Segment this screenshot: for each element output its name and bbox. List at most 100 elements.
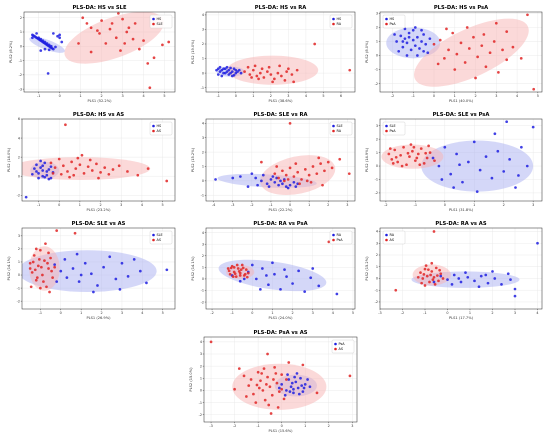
data-point-as [43, 259, 46, 263]
x-tick-label: 1 [469, 311, 471, 315]
data-point-sle [525, 164, 529, 168]
data-point-as [78, 163, 82, 167]
data-point-as [270, 393, 274, 397]
legend-marker-psa [332, 238, 335, 242]
data-point-sle [440, 178, 444, 181]
x-tick-label: 5 [162, 203, 164, 207]
x-tick-label: -3 [209, 424, 212, 428]
data-point-as [136, 173, 140, 177]
data-point-as [32, 254, 36, 257]
data-point-as [76, 156, 80, 160]
legend-marker-sle [152, 22, 155, 26]
data-point-psa [297, 392, 301, 396]
data-point-sle [452, 186, 455, 189]
data-point-as [51, 171, 55, 175]
y-tick-label: 2 [202, 254, 204, 258]
x-axis-label: PLS1 (26.9%) [86, 316, 111, 320]
x-tick-label: 0 [58, 203, 60, 207]
data-point-ra [259, 287, 262, 291]
data-point-as [74, 167, 78, 170]
data-point-sle [431, 156, 435, 160]
data-point-as [416, 275, 420, 279]
data-point-as [287, 361, 291, 364]
y-tick-label: -1 [375, 288, 378, 292]
data-point-as [55, 229, 59, 232]
y-tick-label: -2 [19, 73, 22, 77]
data-point-ra [513, 294, 517, 298]
data-point-sle [131, 37, 135, 41]
data-point-ra [243, 70, 246, 73]
data-point-psa [427, 144, 430, 148]
data-point-psa [244, 268, 248, 272]
legend-marker-psa [385, 129, 388, 133]
data-point-hs [422, 49, 425, 53]
data-point-as [53, 265, 56, 269]
data-point-as [28, 261, 32, 265]
data-point-hs [30, 172, 34, 176]
x-tick-label: 2 [474, 94, 476, 98]
x-tick-label: -2 [250, 203, 253, 207]
data-point-psa [286, 373, 289, 376]
data-point-hs [33, 167, 36, 170]
data-point-as [86, 165, 90, 169]
data-point-as [276, 406, 280, 409]
data-point-ra [258, 71, 262, 75]
data-point-as [165, 179, 169, 183]
x-tick-label: -3 [231, 203, 234, 207]
data-point-sle [148, 86, 152, 90]
axes-frame [205, 118, 356, 202]
confidence-ellipse-ra [227, 55, 319, 85]
data-point-hs [43, 47, 47, 51]
data-point-hs [420, 40, 423, 43]
y-tick-label: -2 [199, 413, 202, 417]
data-point-psa [453, 68, 457, 71]
data-point-ra [291, 282, 294, 285]
x-tick-label: -1 [256, 424, 259, 428]
data-point-ra [254, 277, 258, 281]
x-tick-label: -1 [39, 311, 42, 315]
data-point-psa [301, 390, 305, 393]
data-point-sle [96, 284, 99, 287]
data-point-sle [142, 39, 145, 42]
data-point-psa [480, 44, 484, 48]
data-point-psa [482, 33, 486, 36]
data-point-psa [467, 47, 471, 50]
data-point-as [261, 389, 265, 392]
data-point-psa [390, 157, 394, 161]
x-tick-label: 1 [304, 424, 306, 428]
data-point-psa [408, 155, 411, 158]
chart-title: PLS-DA: RA vs AS [435, 221, 486, 227]
data-point-psa [229, 266, 233, 270]
plot-panel: -2 -1 0 1 2 3 4 5 -2 -1 0 1 2 3 PLS-DA: HS vs PsA PLS1 … [365, 5, 543, 103]
data-point-hs [428, 37, 432, 41]
data-point-psa [243, 272, 247, 276]
data-point-ra [457, 277, 461, 280]
legend-label: HS [390, 17, 395, 21]
data-point-sle [137, 47, 141, 51]
legend-marker-psa [334, 342, 337, 346]
data-point-psa [231, 275, 235, 278]
data-point-hs [234, 71, 238, 75]
data-point-ra [280, 74, 283, 78]
data-point-ra [260, 67, 264, 71]
x-axis-label: PLS1 (23.2%) [86, 208, 111, 212]
data-point-as [233, 387, 236, 391]
data-point-ra [283, 79, 287, 82]
data-point-as [57, 157, 61, 161]
data-point-as [68, 175, 71, 179]
legend-marker-sle [385, 124, 388, 128]
data-point-as [439, 272, 443, 276]
data-point-sle [85, 22, 89, 25]
axes-frame [21, 227, 176, 310]
data-point-hs [41, 39, 45, 42]
data-point-hs [399, 34, 403, 38]
data-point-sle [90, 272, 93, 276]
data-point-psa [288, 390, 292, 393]
y-tick-label: 0 [376, 54, 378, 58]
data-point-ra [277, 176, 280, 180]
data-point-ra [466, 275, 470, 279]
